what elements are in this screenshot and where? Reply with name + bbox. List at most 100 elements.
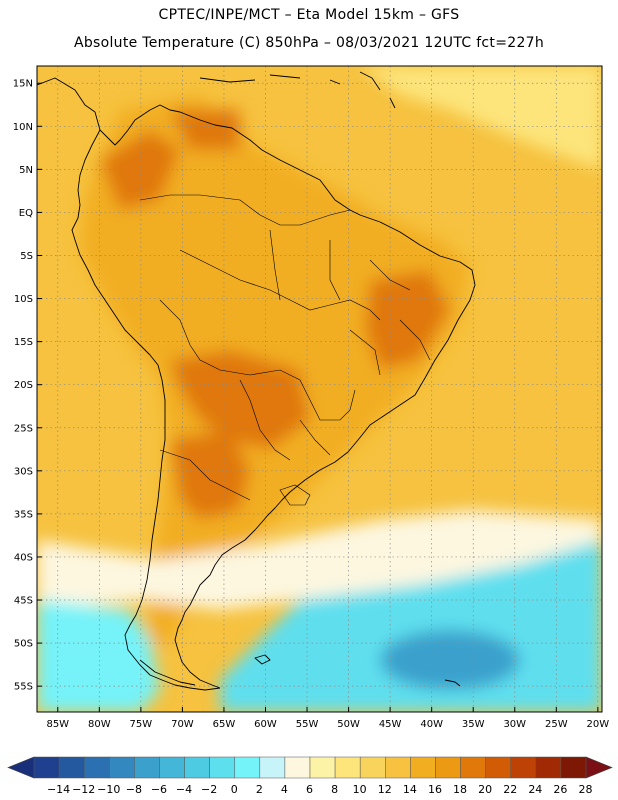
colorbar-label: 0	[231, 783, 238, 796]
colorbar-label: 26	[553, 783, 567, 796]
field-hot-core-northeast-brazil	[365, 270, 450, 370]
lat-tick-label: 55S	[14, 682, 33, 693]
colorbar-label: 22	[503, 783, 517, 796]
colorbar-label: −12	[72, 783, 95, 796]
colorbar-swatch	[259, 756, 286, 779]
brazil-states	[269, 229, 431, 376]
colorbar-label: 16	[428, 783, 442, 796]
lon-tick-label: 80W	[88, 719, 111, 730]
colorbar-label: 10	[353, 783, 367, 796]
country-borders	[139, 194, 431, 506]
plot-frame	[36, 65, 603, 713]
colorbar-swatch	[209, 756, 235, 779]
field-hot-core-argentina	[170, 430, 250, 520]
colorbar-label: 12	[378, 783, 392, 796]
lat-tick-label: 10S	[14, 294, 33, 305]
colorbar-swatch	[385, 756, 411, 779]
colorbar-label: 20	[478, 783, 492, 796]
lat-tick-label: 35S	[14, 509, 33, 520]
lat-tick-label: 15S	[14, 337, 33, 348]
field-hot-core-colombia	[100, 130, 180, 210]
colorbar-swatch	[535, 756, 562, 779]
lon-tick-label: 25W	[545, 719, 568, 730]
map-subtitle: Absolute Temperature (C) 850hPa – 08/03/…	[73, 35, 545, 51]
colorbar-swatch	[410, 756, 436, 779]
lat-tick-label: 5N	[19, 165, 33, 176]
colorbar-swatch	[134, 756, 160, 779]
pacific-coast	[71, 129, 221, 691]
colorbar-swatch	[33, 756, 60, 779]
central-america-coast	[37, 77, 476, 689]
colorbar-swatch	[309, 756, 336, 779]
lon-tick-label: 85W	[46, 719, 69, 730]
colorbar-swatch	[284, 756, 311, 779]
tierra-del-fuego	[139, 659, 196, 686]
colorbar-swatch	[359, 756, 386, 779]
colorbar-swatch	[109, 756, 135, 779]
field-warm-northeast	[360, 66, 602, 170]
lon-tick-label: 20W	[587, 719, 610, 730]
colorbar-swatch	[234, 756, 261, 779]
lat-tick-label: 25S	[14, 423, 33, 434]
colorbar-swatch	[184, 756, 210, 779]
field-cold-core	[380, 630, 520, 690]
colorbar-label: 4	[281, 783, 288, 796]
colorbar-swatch	[510, 756, 537, 779]
colorbar-swatch	[83, 756, 110, 779]
lat-tick-label: 10N	[13, 122, 33, 133]
lat-tick-label: 20S	[14, 380, 33, 391]
lon-tick-label: 40W	[420, 719, 443, 730]
colorbar: −14 −12 −10 −8 −6 −4 −2 0 2 4 6 8 10 12 14 16 18 20 22 24 26…	[7, 756, 613, 796]
colorbar-label: −4	[176, 783, 192, 796]
colorbar-label: −6	[151, 783, 167, 796]
colorbar-label: 14	[403, 783, 417, 796]
colorbar-high-arrow	[585, 756, 613, 779]
borders	[139, 194, 381, 506]
field-hot-core-venezuela	[170, 110, 240, 150]
axis-ticks: 15N 10N 5N EQ 5S 10S 15S 20S 25S 30S 35S 40S 45S 50S 5…	[13, 79, 609, 730]
lat-tick-label: EQ	[19, 208, 33, 219]
colorbar-swatch	[485, 756, 511, 779]
map-title: CPTEC/INPE/MCT – Eta Model 15km – GFS	[158, 7, 460, 23]
colorbar-label: −8	[126, 783, 142, 796]
lat-tick-label: 15N	[13, 79, 33, 90]
colorbar-label: 6	[306, 783, 313, 796]
colorbar-swatch	[435, 756, 461, 779]
lon-tick-label: 65W	[213, 719, 236, 730]
field-cold-southwest	[37, 600, 160, 712]
lat-tick-label: 30S	[14, 466, 33, 477]
colorbar-swatch	[159, 756, 185, 779]
colorbar-swatch	[460, 756, 486, 779]
colorbar-swatch	[334, 756, 361, 779]
lat-tick-label: 45S	[14, 596, 33, 607]
lon-tick-label: 35W	[462, 719, 485, 730]
lon-tick-label: 30W	[503, 719, 526, 730]
lat-tick-label: 40S	[14, 552, 33, 563]
lon-tick-label: 50W	[337, 719, 360, 730]
colorbar-label: 24	[528, 783, 542, 796]
colorbar-low-arrow	[7, 756, 35, 779]
colorbar-label: −14	[47, 783, 70, 796]
lon-tick-label: 60W	[254, 719, 277, 730]
lat-tick-label: 5S	[20, 251, 33, 262]
coastlines	[37, 71, 476, 691]
falkland-islands	[254, 654, 271, 665]
field-cool-band	[37, 510, 602, 610]
colorbar-label: −10	[97, 783, 120, 796]
caribbean-islands	[199, 71, 396, 109]
lon-tick-label: 45W	[379, 719, 402, 730]
south-georgia	[444, 679, 461, 687]
lon-tick-label: 55W	[296, 719, 319, 730]
field-hot-core-south	[170, 350, 310, 450]
colorbar-label: 2	[256, 783, 263, 796]
colorbar-label: −2	[201, 783, 217, 796]
colorbar-swatch	[58, 756, 85, 779]
lon-tick-label: 70W	[171, 719, 194, 730]
colorbar-label: 8	[331, 783, 338, 796]
colorbar-label: 18	[453, 783, 467, 796]
lon-tick-label: 75W	[130, 719, 153, 730]
colorbar-swatch	[560, 756, 587, 779]
lat-tick-label: 50S	[14, 639, 33, 650]
temperature-field	[37, 66, 602, 712]
